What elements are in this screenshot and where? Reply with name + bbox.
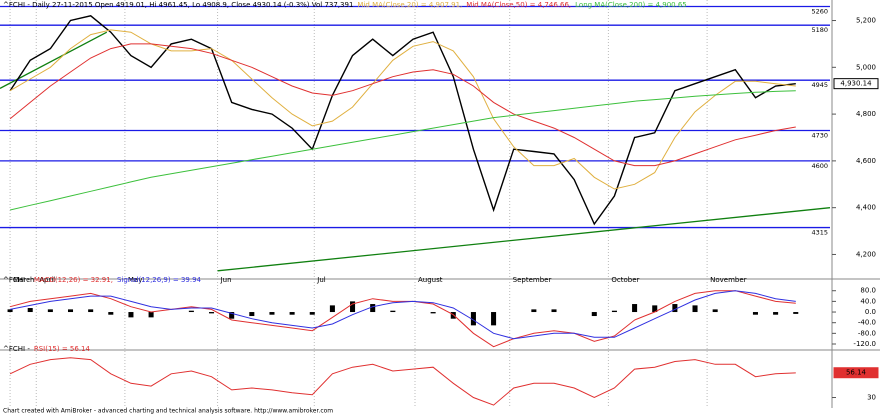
title-text: ^FCHI - [3,345,30,353]
y-tick-label: 80.0 [860,287,876,295]
y-tick-label: 5,000 [856,63,876,71]
series-line [10,290,796,340]
legend-entry: Signal(12,26,9) = 39.94 [117,276,202,284]
level-label: 5180 [811,26,828,34]
histogram-bar [470,312,476,326]
histogram-bar [632,304,638,313]
panel-title: ^FCHI - Daily 27-11-2015 Open 4919.01, H… [3,1,687,9]
legend-entry: MACD(12,26) = 32.91, [34,276,113,284]
title-text: ^FCHI - [3,276,30,284]
histogram-bar [88,309,94,313]
histogram-bar [752,312,758,315]
histogram-bar [773,312,779,315]
level-label: 5260 [811,7,828,15]
histogram-bar [289,312,295,315]
histogram-bar [188,310,194,313]
histogram-bar [67,309,74,313]
last-value-label: 4,930.14 [840,80,872,88]
histogram-bar [531,309,537,313]
x-tick-label: Jun [220,276,232,284]
series-line [9,357,796,406]
panel-title: ^FCHI - MACD(12,26) = 32.91, Signal(12,26,… [3,276,202,284]
series-line [9,90,796,211]
last-value-box [833,78,879,90]
histogram-bar [591,312,597,317]
y-tick-label: 4,600 [856,157,876,165]
x-tick-label: October [611,276,639,284]
last-value-label: 56.14 [846,369,867,377]
x-tick-label: April [39,276,55,284]
panel-title: ^FCHI - RSI(15) = 56.14 [3,345,91,353]
histogram-bar [611,310,617,313]
level-label: 4315 [811,229,828,237]
histogram-bar [390,310,396,313]
histogram-bar [551,309,557,313]
footer: Chart created with AmiBroker - advanced … [3,408,333,415]
y-tick-label: 40.0 [860,297,876,305]
series-line [9,43,796,167]
price-line [9,15,796,226]
histogram-bar [7,309,13,313]
legend-entry: RSI(15) = 56.14 [34,345,91,353]
histogram-bar [672,304,678,313]
histogram-bar [269,312,275,315]
y-tick-label: 4,400 [856,204,876,212]
histogram-bar [27,308,33,313]
histogram-bar [249,312,255,317]
y-tick-label: -80.0 [858,329,876,337]
histogram-bar [652,305,658,313]
y-tick-label: 5,200 [856,17,876,25]
histogram-bar [108,312,114,315]
y-tick-label: 0.0 [865,308,876,316]
x-tick-label: March [13,276,34,284]
level-label: 4600 [811,162,828,170]
histogram-bar [712,309,718,313]
histogram-bar [229,312,235,319]
legend-entry: Mid MA(Close,20) = 4,907.91, [357,1,462,9]
y-tick-label: -40.0 [858,319,876,327]
y-tick-label: -120.0 [853,340,876,348]
series-line [9,29,796,190]
level-label: 4945 [811,81,828,89]
legend-entry: Mid MA(Close,50) = 4,746.66, [466,1,571,9]
y-tick-label: 4,200 [856,250,876,258]
histogram-bar [793,312,799,314]
title-text: ^FCHI - Daily 27-11-2015 Open 4919.01, H… [3,1,353,9]
histogram-bar [309,312,315,315]
x-tick-label: August [418,276,443,284]
histogram-bar [430,312,436,314]
histogram-bar [370,304,376,313]
last-value-box [833,367,879,379]
histogram-bar [692,305,698,313]
x-tick-label: November [710,276,747,284]
histogram-bar [148,312,154,318]
histogram-bar [350,301,356,313]
series-line [9,290,796,348]
histogram-bar [47,309,53,313]
histogram-bar [491,312,497,326]
level-label: 4730 [811,131,828,139]
histogram-bar [209,312,215,314]
y-tick-label: 30 [867,394,876,402]
histogram-bar [450,312,456,319]
x-tick-label: Jul [316,276,326,284]
y-tick-label: 4,800 [856,110,876,118]
x-tick-label: May [128,276,142,284]
trendline [217,207,831,272]
histogram-bar [128,312,134,318]
histogram-bar [329,305,335,313]
x-tick-label: September [513,276,552,284]
legend-entry: Long MA(Close,200) = 4,900.65 [575,1,687,9]
